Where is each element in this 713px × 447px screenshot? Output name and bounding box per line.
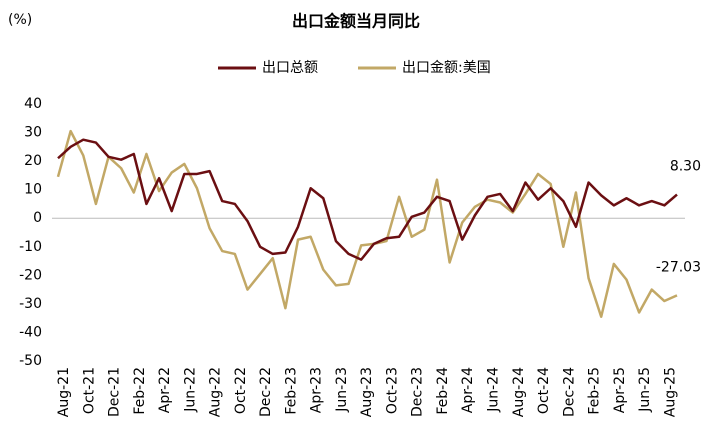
y-axis-label: (%) xyxy=(8,12,32,28)
x-tick-label: Oct-24 xyxy=(536,367,552,414)
y-tick-label: 40 xyxy=(24,96,42,112)
y-tick-label: -30 xyxy=(19,296,42,312)
x-tick-label: Dec-21 xyxy=(107,367,123,417)
y-tick-label: 30 xyxy=(24,125,42,141)
x-tick-label: Aug-21 xyxy=(56,367,72,417)
y-tick-label: 20 xyxy=(24,153,42,169)
y-tick-label: -40 xyxy=(19,324,42,340)
x-tick-label: Apr-24 xyxy=(460,367,476,413)
chart-title: 出口金额当月同比 xyxy=(292,12,420,31)
x-tick-label: Jun-24 xyxy=(486,367,502,413)
y-tick-label: -50 xyxy=(19,353,42,369)
x-tick-label: Aug-24 xyxy=(511,367,527,417)
x-tick-label: Jun-25 xyxy=(637,367,653,413)
x-tick-label: Oct-23 xyxy=(384,367,400,414)
x-tick-label: Feb-24 xyxy=(435,367,451,415)
x-tick-label: Feb-23 xyxy=(283,367,299,415)
y-tick-label: 0 xyxy=(33,210,42,226)
x-tick-label: Aug-22 xyxy=(208,367,224,417)
legend-label: 出口总额 xyxy=(262,60,318,76)
x-tick-label: Jun-22 xyxy=(182,367,198,413)
x-tick-label: Apr-22 xyxy=(157,367,173,413)
legend-label: 出口金额:美国 xyxy=(402,60,491,76)
x-tick-label: Aug-23 xyxy=(359,367,375,417)
y-tick-label: 10 xyxy=(24,182,42,198)
x-tick-label: Dec-22 xyxy=(258,367,274,417)
x-tick-label: Apr-23 xyxy=(309,367,325,413)
data-line xyxy=(56,129,678,318)
data-label: 8.30 xyxy=(670,159,701,175)
x-tick-label: Apr-25 xyxy=(612,367,628,413)
y-tick-label: -20 xyxy=(19,267,42,283)
x-tick-label: Aug-25 xyxy=(662,367,678,417)
x-tick-label: Oct-22 xyxy=(233,367,249,414)
data-label: -27.03 xyxy=(656,259,701,275)
data-line xyxy=(57,138,678,261)
x-tick-label: Feb-25 xyxy=(587,367,603,415)
y-tick-label: -10 xyxy=(19,239,42,255)
x-tick-label: Jun-23 xyxy=(334,367,350,413)
x-tick-label: Dec-24 xyxy=(561,367,577,417)
x-tick-label: Dec-23 xyxy=(410,367,426,417)
x-tick-label: Feb-22 xyxy=(132,367,148,415)
x-tick-label: Oct-21 xyxy=(81,367,97,414)
